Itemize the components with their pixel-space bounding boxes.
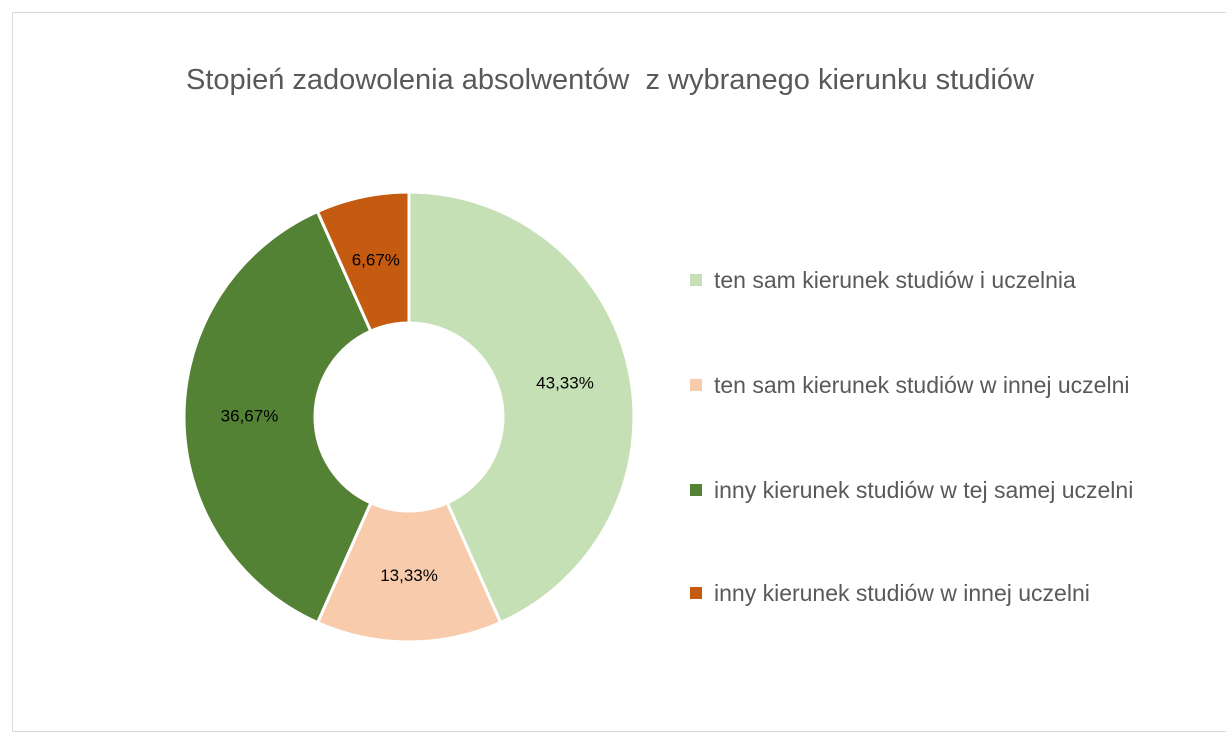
- legend-label: ten sam kierunek studiów w innej uczelni: [714, 372, 1130, 398]
- data-label: 13,33%: [380, 566, 438, 585]
- donut-segment: [407, 190, 636, 625]
- donut-segment: [182, 209, 373, 625]
- legend-swatch: [690, 484, 702, 496]
- legend-label: ten sam kierunek studiów i uczelnia: [714, 267, 1076, 293]
- legend-label: inny kierunek studiów w innej uczelni: [714, 580, 1090, 606]
- donut-segment: [315, 500, 503, 644]
- data-label: 36,67%: [221, 407, 279, 426]
- legend-swatch: [690, 587, 702, 599]
- legend-swatch: [690, 274, 702, 286]
- data-label: 6,67%: [352, 250, 400, 269]
- data-label: 43,33%: [536, 373, 594, 392]
- plot: 43,33% 13,33% 36,67% 6,67%: [182, 190, 636, 644]
- legend-label: inny kierunek studiów w tej samej uczeln…: [714, 477, 1134, 503]
- legend-swatch: [690, 379, 702, 391]
- donut-segment: [315, 190, 411, 334]
- chart: Stopień zadowolenia absolwentów z wybran…: [12, 12, 1226, 732]
- chart-title: Stopień zadowolenia absolwentów z wybran…: [186, 64, 1034, 96]
